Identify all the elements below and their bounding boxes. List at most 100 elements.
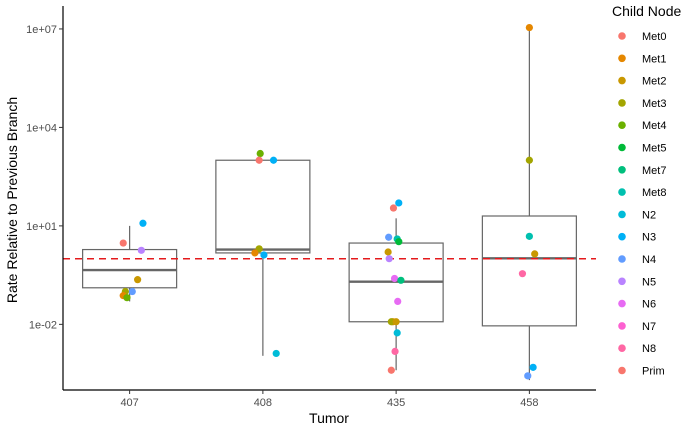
legend-swatch <box>618 121 626 129</box>
legend-label: N6 <box>642 299 656 311</box>
legend-label: Prim <box>642 366 665 378</box>
legend-item-N5: N5 <box>618 276 656 288</box>
data-point-408-Prim <box>255 156 263 164</box>
legend-label: Met2 <box>642 76 666 88</box>
legend-item-N8: N8 <box>618 343 656 355</box>
data-point-435-Met2 <box>392 318 400 326</box>
legend-label: Met3 <box>642 98 666 110</box>
legend-swatch <box>618 299 626 308</box>
data-point-458-N8 <box>518 270 527 278</box>
legend-label: Met0 <box>642 31 666 43</box>
data-point-435-N6 <box>390 274 399 283</box>
legend-label: Met1 <box>642 53 666 65</box>
data-point-435-Met7 <box>397 276 405 284</box>
data-point-407-N5 <box>137 246 145 254</box>
legend-item-Met4: Met4 <box>618 120 666 132</box>
data-point-435-N5 <box>385 255 393 263</box>
legend-swatch <box>618 143 626 152</box>
data-point-435-N8 <box>391 347 399 355</box>
data-point-458-Met8 <box>525 232 533 240</box>
legend-item-N3: N3 <box>618 232 656 244</box>
legend-item-N4: N4 <box>618 254 656 266</box>
legend-label: N4 <box>642 254 656 266</box>
data-point-435-N6 <box>394 297 402 306</box>
data-point-408-Met1 <box>251 249 259 257</box>
legend-label: Met8 <box>642 187 666 199</box>
data-point-458-N3 <box>529 363 537 371</box>
data-point-407-Met4 <box>123 294 131 302</box>
y-tick-label: 1e+01 <box>26 221 57 233</box>
data-point-407-Met2 <box>134 276 142 284</box>
legend-label: N7 <box>642 321 656 333</box>
data-point-435-Met2 <box>384 248 392 256</box>
data-point-435-N4 <box>385 233 393 241</box>
data-point-407-Prim <box>119 239 127 247</box>
data-point-408-Met4 <box>256 149 264 158</box>
legend-item-Met0: Met0 <box>618 31 666 43</box>
legend-label: Met7 <box>642 165 666 177</box>
legend: Child Node Met0 Met1 Met2 Met3 Met4 Met5 Met7 M… <box>612 3 681 378</box>
data-point-407-N3 <box>139 219 147 227</box>
legend-label: Met4 <box>642 120 666 132</box>
data-point-458-Met1 <box>525 23 533 32</box>
x-tick-label: 458 <box>520 397 538 409</box>
data-point-408-N2 <box>272 349 280 358</box>
legend-swatch <box>618 322 626 330</box>
plot-area <box>63 23 596 381</box>
legend-item-Met7: Met7 <box>618 165 666 177</box>
legend-label: N8 <box>642 343 656 355</box>
data-point-435-Met5 <box>395 238 403 246</box>
legend-swatch <box>618 366 626 375</box>
legend-label: N5 <box>642 276 656 288</box>
legend-item-N7: N7 <box>618 321 656 333</box>
x-axis-title: Tumor <box>309 410 349 426</box>
data-point-458-N4 <box>524 372 532 380</box>
data-point-435-Prim <box>387 366 395 374</box>
legend-swatch <box>618 166 626 174</box>
legend-swatch <box>618 344 626 353</box>
legend-swatch <box>618 232 626 241</box>
legend-item-Met2: Met2 <box>618 76 666 88</box>
legend-item-Met1: Met1 <box>618 53 666 65</box>
legend-swatch <box>618 277 626 286</box>
box-body <box>82 248 178 289</box>
data-point-435-Prim <box>389 204 398 212</box>
x-tick-label: 435 <box>387 397 405 409</box>
data-point-458-Met3 <box>525 156 533 164</box>
y-axis-title: Rate Relative to Previous Branch <box>4 97 20 303</box>
legend-item-Prim: Prim <box>618 366 665 378</box>
legend-label: N2 <box>642 209 656 221</box>
data-point-435-N3 <box>395 199 403 207</box>
legend-title: Child Node <box>612 3 681 19</box>
data-point-408-N3 <box>269 156 278 164</box>
y-tick-label: 1e-02 <box>29 319 57 331</box>
legend-swatch <box>618 210 626 219</box>
data-point-408-N3 <box>260 251 268 259</box>
legend-swatch <box>618 255 626 263</box>
box-body <box>481 215 577 327</box>
box-body <box>215 159 311 254</box>
box-458 <box>481 27 577 381</box>
legend-swatch <box>618 99 626 107</box>
x-tick-label: 407 <box>120 397 138 409</box>
legend-item-N2: N2 <box>618 209 656 221</box>
legend-label: Met5 <box>642 143 666 155</box>
legend-item-Met3: Met3 <box>618 98 666 110</box>
legend-item-Met8: Met8 <box>618 187 666 199</box>
legend-item-Met5: Met5 <box>618 143 666 155</box>
x-tick-label: 408 <box>254 397 272 409</box>
legend-item-N6: N6 <box>618 299 656 311</box>
data-point-435-N2 <box>393 329 401 337</box>
axes: 1e-02 1e+01 1e+04 1e+07 407 408 435 458 <box>26 6 596 409</box>
y-tick-label: 1e+07 <box>26 24 57 36</box>
legend-swatch <box>618 76 626 85</box>
legend-swatch <box>618 54 626 63</box>
y-tick-label: 1e+04 <box>26 122 57 134</box>
legend-label: N3 <box>642 232 656 244</box>
data-point-407-N4 <box>128 287 136 296</box>
legend-swatch <box>618 32 626 40</box>
data-point-458-Met2 <box>531 250 539 258</box>
legend-swatch <box>618 188 626 196</box>
box-407 <box>82 225 178 302</box>
